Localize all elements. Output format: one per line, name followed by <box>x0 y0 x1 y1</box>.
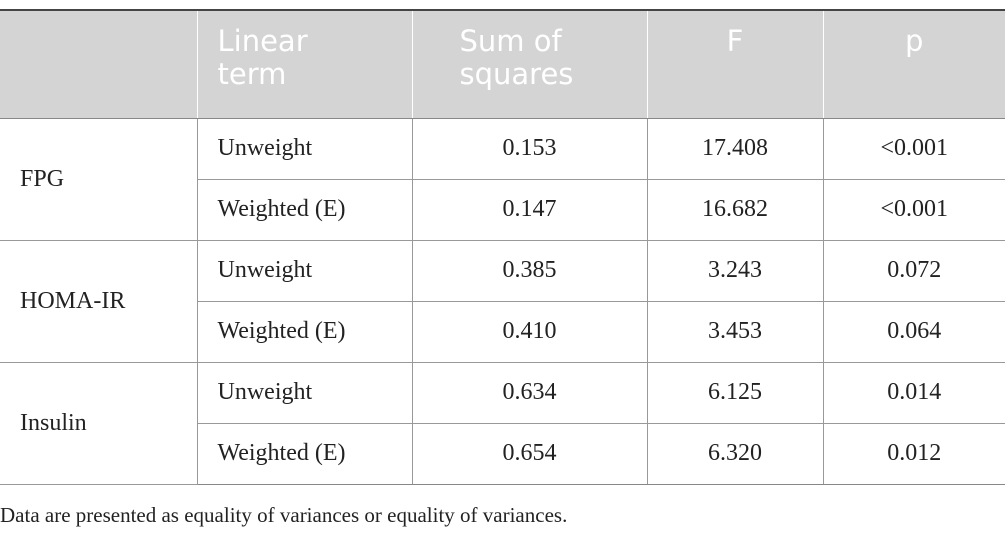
table-row: Weighted (E) 0.147 16.682 <0.001 <box>0 178 1005 241</box>
group-label: HOMA-IR <box>0 239 198 363</box>
header-text: Sum of squares <box>459 24 574 91</box>
table-row: Insulin Unweight 0.634 6.125 0.014 <box>0 361 1005 485</box>
term-cell: Weighted (E) <box>197 300 413 363</box>
value-cell: 6.320 <box>646 422 824 485</box>
value-cell: 0.072 <box>822 239 1005 302</box>
value-cell: <0.001 <box>822 178 1005 241</box>
value-cell: 0.385 <box>411 239 648 302</box>
group-label: Insulin <box>0 361 198 485</box>
header-row: Linear term Sum of squares F p <box>0 9 1005 119</box>
group-label: FPG <box>0 117 198 241</box>
footnote: Data are presented as equality of varian… <box>0 503 568 527</box>
term-cell: Weighted (E) <box>197 178 413 241</box>
term-cell: Weighted (E) <box>197 422 413 485</box>
value-cell: 0.064 <box>822 300 1005 363</box>
value-cell: 0.410 <box>411 300 648 363</box>
value-cell: 3.243 <box>646 239 824 302</box>
table-row: HOMA-IR Unweight 0.385 3.243 0.072 <box>0 239 1005 363</box>
header-cell: F <box>646 9 823 119</box>
table-row: Weighted (E) 0.654 6.320 0.012 <box>0 422 1005 485</box>
header-cell: Sum of squares <box>411 9 647 119</box>
term-cell: Unweight <box>196 117 413 180</box>
data-table: Linear term Sum of squares F p FPG Unweig… <box>0 9 1005 485</box>
header-cell: Linear term <box>196 9 412 119</box>
value-cell: 0.634 <box>411 361 648 424</box>
value-cell: 3.453 <box>646 300 824 363</box>
table-body: FPG Unweight 0.153 17.408 <0.001 Weighted (E)… <box>0 117 1005 485</box>
value-cell: 0.147 <box>411 178 648 241</box>
header-cell: p <box>822 9 1005 119</box>
header-text: Linear term <box>217 24 308 91</box>
value-cell: 0.153 <box>411 117 648 180</box>
term-cell: Unweight <box>196 239 413 302</box>
table-row: Weighted (E) 0.410 3.453 0.064 <box>0 300 1005 363</box>
value-cell: 16.682 <box>646 178 824 241</box>
header-cell <box>0 9 197 119</box>
value-cell: 17.408 <box>646 117 824 180</box>
value-cell: 0.012 <box>822 422 1005 485</box>
table-row: FPG Unweight 0.153 17.408 <0.001 <box>0 117 1005 241</box>
term-cell: Unweight <box>196 361 413 424</box>
value-cell: 6.125 <box>646 361 824 424</box>
value-cell: 0.014 <box>822 361 1005 424</box>
value-cell: 0.654 <box>411 422 648 485</box>
value-cell: <0.001 <box>822 117 1005 180</box>
